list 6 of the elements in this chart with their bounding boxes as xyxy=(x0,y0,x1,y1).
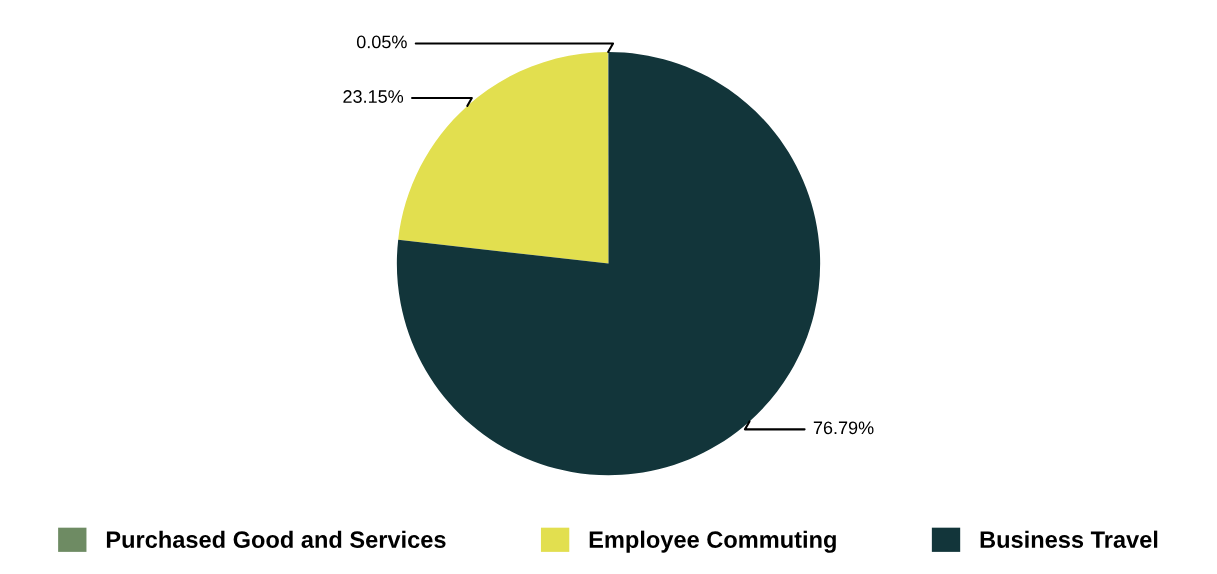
legend-label: Business Travel xyxy=(980,530,1158,548)
legend-label: Employee Commuting xyxy=(589,530,836,553)
data-label: 76.79% xyxy=(813,421,874,435)
data-label: 23.15% xyxy=(343,90,404,103)
data-label: 0.05% xyxy=(356,35,407,49)
legend-label: Purchased Good and Services xyxy=(106,530,446,548)
